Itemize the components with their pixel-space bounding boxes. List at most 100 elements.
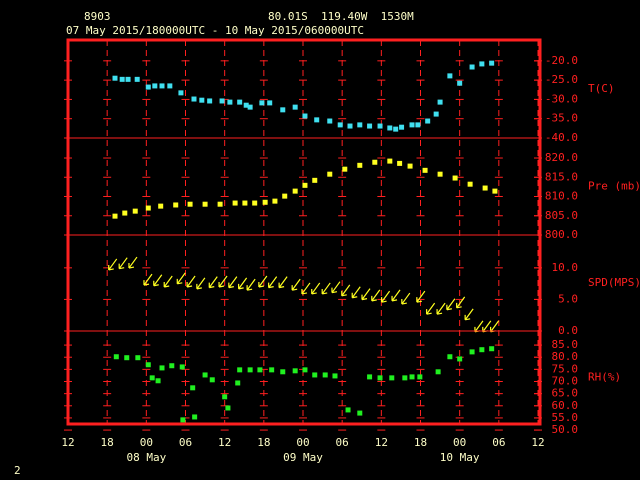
x-tick-label: 12	[61, 436, 74, 449]
data-point	[269, 367, 275, 373]
data-point	[235, 380, 241, 386]
data-point	[312, 372, 318, 378]
x-tick-label: 00	[296, 436, 309, 449]
data-point	[437, 171, 443, 177]
data-point	[134, 76, 140, 82]
wind-arrow	[118, 257, 128, 270]
data-point	[125, 76, 131, 82]
data-point	[417, 374, 423, 380]
y-tick-label: 805.0	[545, 209, 578, 222]
wind-arrow	[186, 275, 196, 288]
data-point	[357, 122, 363, 128]
x-tick-label: 00	[140, 436, 153, 449]
x-tick-label: 06	[336, 436, 349, 449]
data-point	[437, 99, 443, 105]
data-point	[332, 373, 338, 379]
data-point	[402, 375, 408, 381]
data-point	[190, 385, 196, 391]
data-point	[237, 367, 243, 373]
data-point	[292, 188, 298, 194]
y-tick-label: 810.0	[545, 190, 578, 203]
data-point	[122, 210, 128, 216]
data-point	[327, 118, 333, 124]
data-point	[479, 347, 485, 353]
wind-arrow	[446, 298, 456, 311]
y-tick-label: -25.0	[545, 73, 578, 86]
data-point	[207, 98, 213, 104]
data-point	[159, 365, 165, 371]
wind-arrow	[380, 290, 391, 303]
data-point	[232, 200, 238, 206]
data-point	[173, 202, 179, 208]
data-point	[302, 182, 308, 188]
data-point	[112, 75, 118, 81]
data-point	[372, 159, 378, 165]
data-point	[187, 201, 193, 207]
data-point	[302, 113, 308, 119]
wind-arrow	[391, 289, 401, 302]
data-point	[425, 118, 431, 124]
data-point	[377, 375, 383, 381]
data-point	[267, 100, 273, 106]
data-point	[312, 177, 318, 183]
x-tick-label: 12	[218, 436, 231, 449]
data-point	[243, 102, 249, 108]
data-point	[167, 83, 173, 89]
wind-arrow	[268, 276, 278, 289]
y-tick-label: 60.0	[552, 399, 579, 412]
data-point	[377, 123, 383, 129]
y-tick-label: -35.0	[545, 112, 578, 125]
data-point	[159, 83, 165, 89]
data-point	[492, 188, 498, 194]
wind-arrow	[401, 292, 411, 305]
data-point	[169, 363, 175, 369]
wind-arrow	[311, 282, 321, 295]
y-tick-label: -20.0	[545, 54, 578, 67]
data-point	[447, 354, 453, 360]
wind-arrow	[351, 286, 361, 299]
data-point	[252, 200, 258, 206]
station-location: 80.01S 119.40W 1530M	[268, 10, 414, 23]
x-tick-label: 12	[375, 436, 388, 449]
data-point	[469, 64, 475, 70]
data-point	[452, 175, 458, 181]
data-point	[145, 205, 151, 211]
data-point	[292, 104, 298, 110]
wind-arrow	[246, 278, 256, 291]
y-axis-label: RH(%)	[588, 371, 621, 384]
wind-arrow	[196, 277, 206, 290]
data-point	[393, 126, 399, 132]
wind-arrow	[436, 302, 446, 315]
wind-arrow	[153, 274, 163, 287]
data-point	[409, 122, 415, 128]
y-tick-label: 5.0	[558, 292, 578, 305]
x-tick-label: 06	[179, 436, 192, 449]
wind-arrow	[331, 281, 341, 294]
data-point	[345, 407, 351, 413]
y-tick-label: 10.0	[552, 261, 579, 274]
wind-arrow	[490, 320, 500, 333]
data-point	[397, 160, 403, 166]
data-point	[280, 107, 286, 113]
page-number: 2	[14, 464, 21, 477]
day-label: 09 May	[283, 451, 323, 464]
wind-arrow	[128, 256, 138, 269]
wind-arrow	[208, 276, 218, 289]
data-point	[479, 61, 485, 67]
wind-arrow	[291, 278, 301, 291]
data-point	[113, 354, 119, 360]
data-point	[259, 100, 265, 106]
data-point	[387, 158, 393, 164]
data-point	[209, 377, 215, 383]
data-point	[135, 355, 141, 361]
data-point	[180, 417, 186, 423]
wind-arrow	[456, 296, 466, 309]
wind-arrow	[371, 289, 381, 302]
data-point	[457, 80, 463, 86]
wind-arrow	[163, 275, 173, 288]
data-point	[262, 199, 268, 205]
wind-arrow	[218, 275, 228, 288]
x-tick-label: 00	[453, 436, 466, 449]
wind-arrow	[321, 282, 331, 295]
